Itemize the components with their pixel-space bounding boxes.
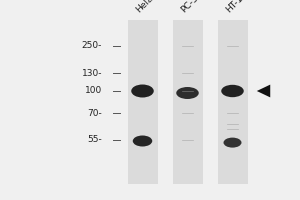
Text: PC-3: PC-3 [180,0,201,14]
Ellipse shape [131,84,154,97]
Polygon shape [257,85,270,97]
Text: Hela: Hela [135,0,155,14]
Ellipse shape [133,136,152,146]
Bar [172,20,203,184]
Text: 250-: 250- [82,42,102,50]
Ellipse shape [176,87,199,99]
Ellipse shape [224,138,242,148]
Text: 70-: 70- [87,108,102,117]
Text: 100: 100 [85,86,102,95]
Text: HT-1080: HT-1080 [225,0,257,14]
Text: 55-: 55- [87,136,102,144]
Bar [128,20,158,184]
Bar [218,20,248,184]
Ellipse shape [221,85,244,97]
Text: 130-: 130- [82,68,102,77]
